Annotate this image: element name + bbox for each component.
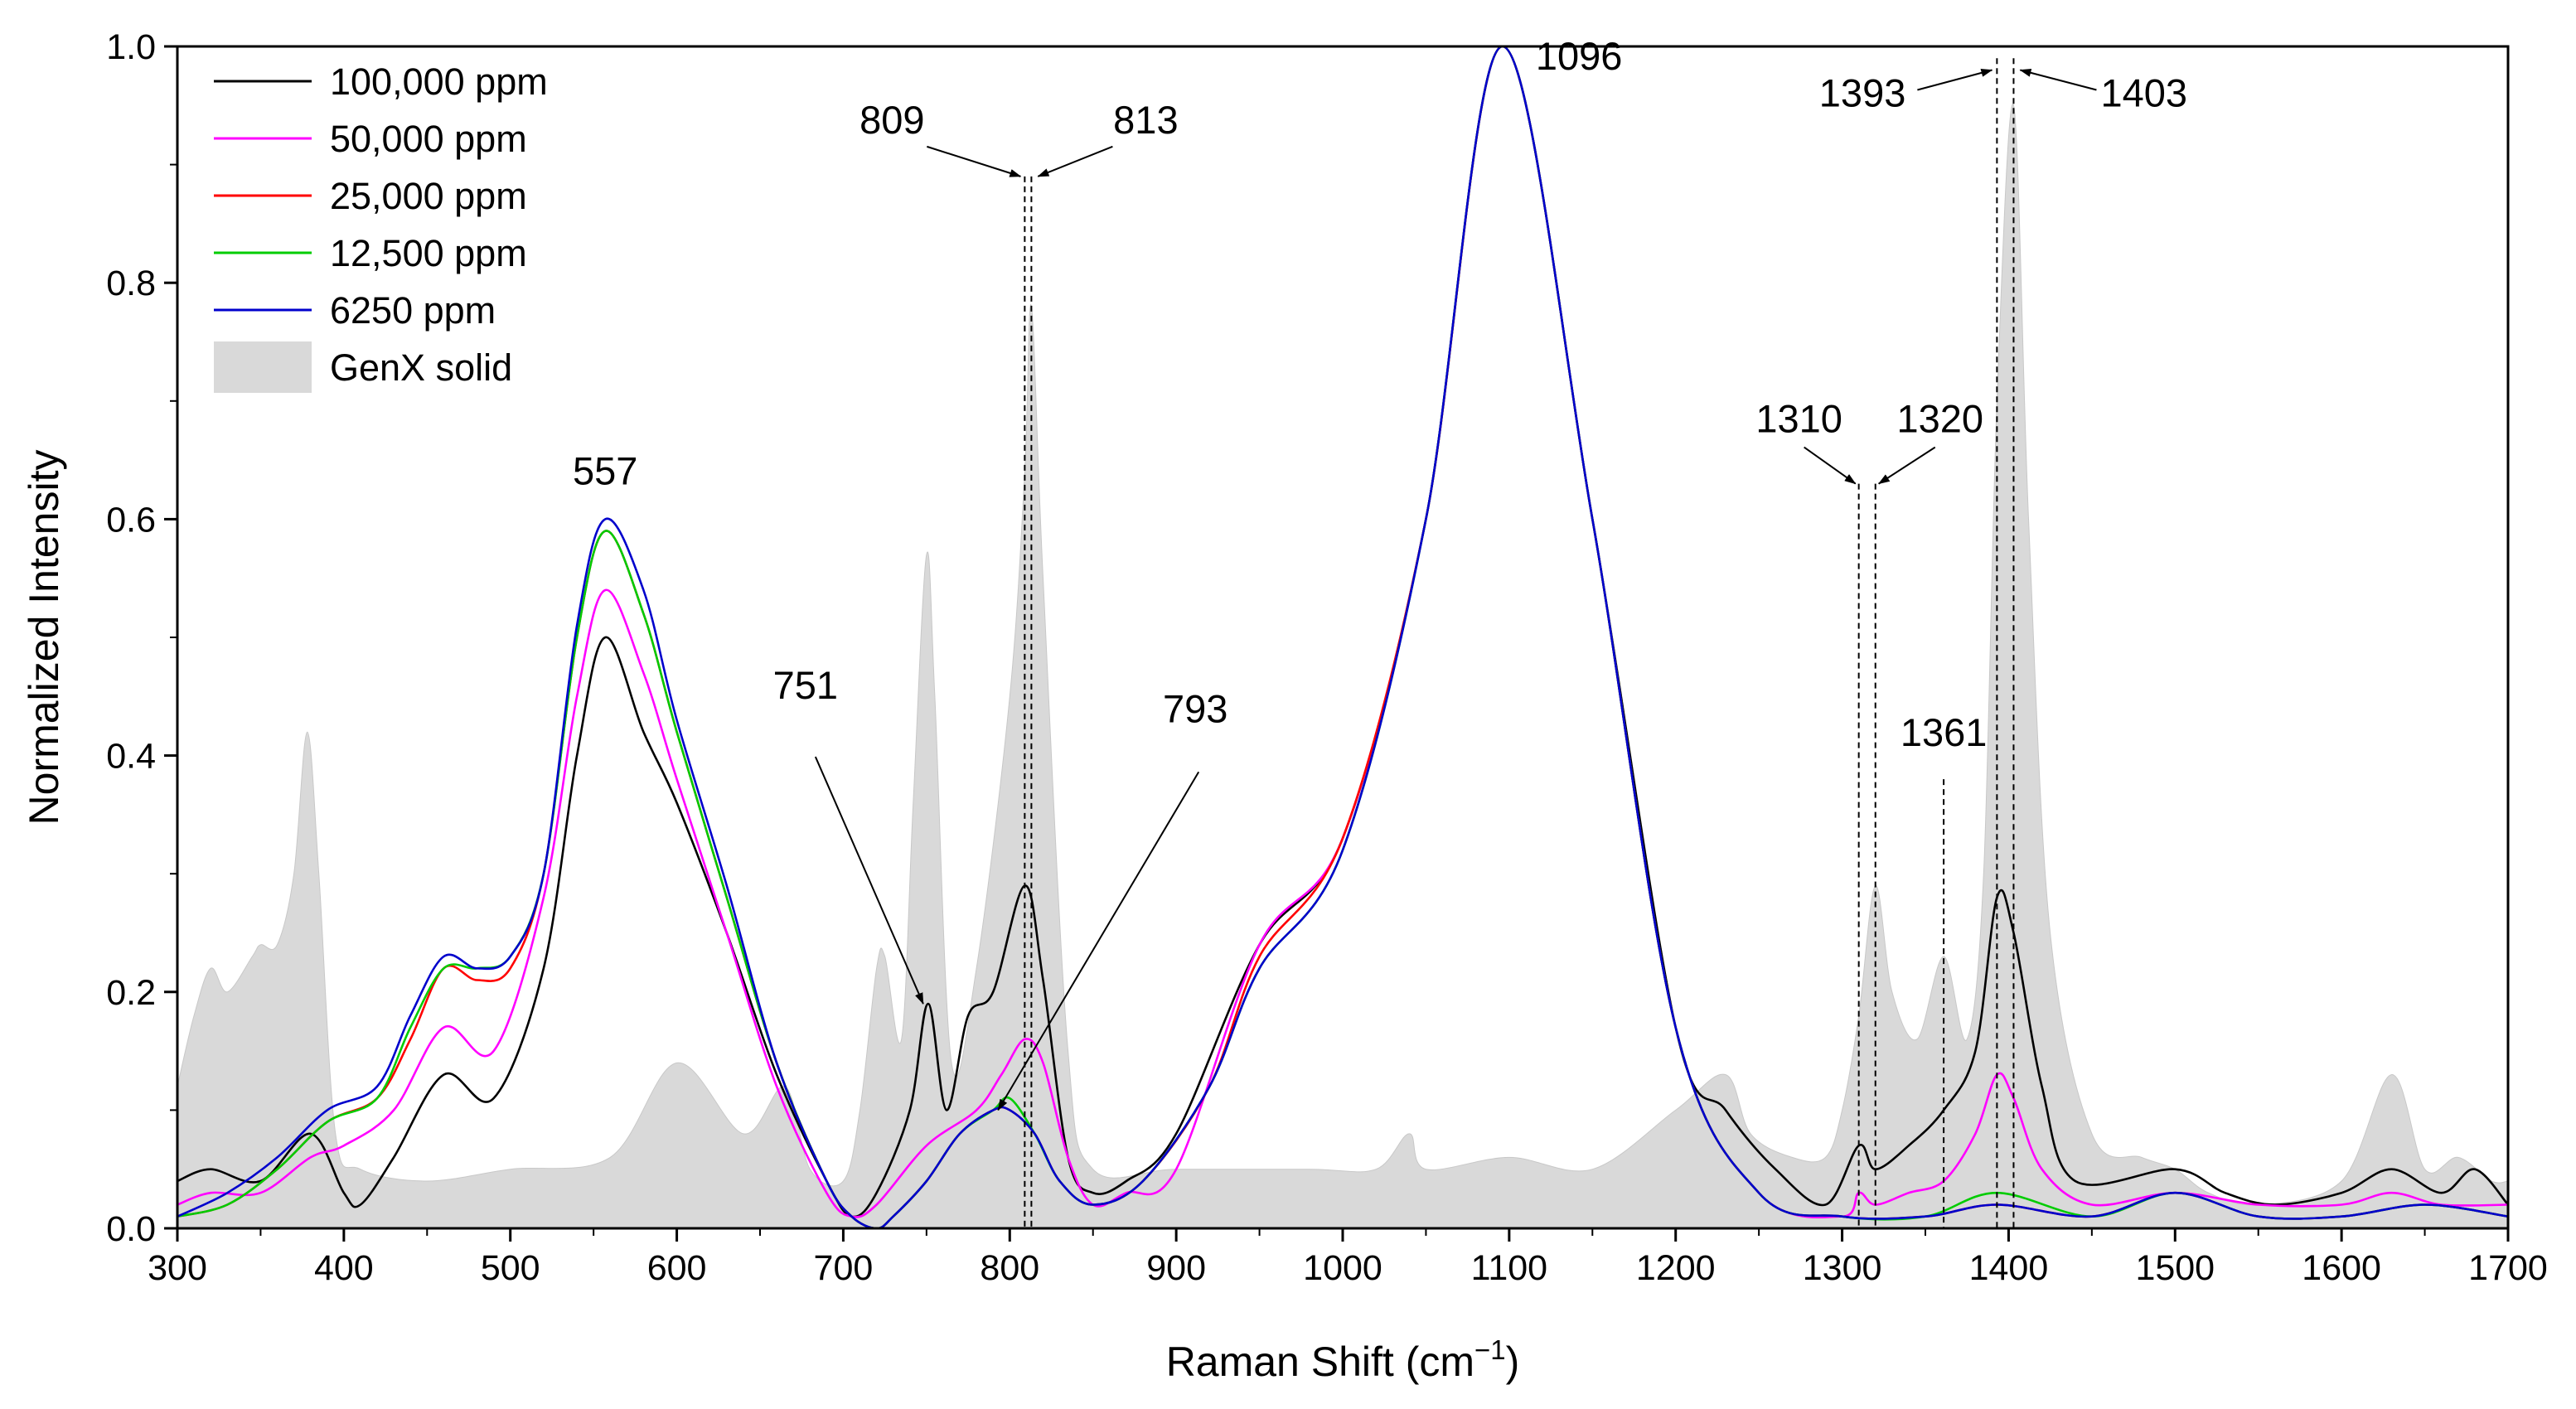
legend: 100,000 ppm 50,000 ppm 25,000 ppm 12,500 pp…	[214, 61, 548, 393]
series-line-3	[177, 46, 2508, 1228]
x-tick-label: 1100	[1471, 1248, 1547, 1288]
legend-label-3: 12,500 ppm	[330, 232, 527, 274]
x-tick-label: 700	[814, 1248, 874, 1288]
annotation-813: 813	[1113, 98, 1178, 142]
y-tick-label: 0.6	[106, 500, 156, 540]
annotation-arrow-1403	[2019, 68, 2097, 91]
annotation-arrow-809	[927, 145, 1022, 177]
x-tick-label: 500	[481, 1248, 540, 1288]
series-line-0	[177, 46, 2508, 1218]
x-tick-label: 400	[314, 1248, 374, 1288]
x-axis-title-main: Raman Shift (cm	[1166, 1339, 1474, 1385]
annotation-arrows	[814, 68, 2097, 1111]
y-tick-label: 0.0	[106, 1209, 156, 1249]
annotation-arrow-813	[1037, 145, 1113, 177]
x-axis-title-superscript: −1	[1474, 1334, 1506, 1365]
x-tick-label: 1400	[1969, 1248, 2049, 1288]
annotation-1403: 1403	[2100, 71, 2187, 115]
annotation-arrow-793	[997, 771, 1200, 1111]
annotation-1310: 1310	[1755, 397, 1842, 441]
legend-label-2: 25,000 ppm	[330, 175, 527, 217]
y-tick-label: 0.2	[106, 973, 156, 1013]
legend-label-genx: GenX solid	[330, 346, 512, 389]
x-axis-title-close: )	[1506, 1339, 1520, 1385]
y-axis-title: Normalized Intensity	[21, 450, 67, 826]
annotation-793: 793	[1163, 686, 1227, 730]
legend-label-0: 100,000 ppm	[330, 61, 548, 103]
annotation-809: 809	[859, 98, 924, 142]
annotation-1361: 1361	[1901, 710, 1988, 754]
x-tick-label: 1300	[1803, 1248, 1882, 1288]
x-tick-label: 1500	[2135, 1248, 2215, 1288]
y-tick-label: 1.0	[106, 27, 156, 67]
annotation-arrow-751	[814, 756, 924, 1005]
annotation-labels: 557 1096 809 813 751 793 1310 1320 1361 1393 1403	[573, 34, 2187, 754]
genx-solid-spectrum	[177, 104, 2508, 1228]
x-tick-label: 900	[1146, 1248, 1206, 1288]
x-axis-title: Raman Shift (cm−1)	[1166, 1334, 1520, 1385]
x-tick-label: 1200	[1636, 1248, 1716, 1288]
x-tick-label: 1000	[1303, 1248, 1382, 1288]
annotation-1096: 1096	[1536, 34, 1623, 78]
legend-label-4: 6250 ppm	[330, 289, 496, 332]
legend-swatch-genx	[214, 341, 312, 393]
x-tick-label: 1600	[2302, 1248, 2381, 1288]
annotation-arrow-1320	[1877, 446, 1936, 485]
annotation-557: 557	[573, 448, 637, 492]
genx-solid-area	[177, 104, 2508, 1228]
x-axis-ticks: 300 400 500 600 700 800 900 1000 1100 1200 1300 140…	[148, 1228, 2548, 1288]
x-tick-label: 300	[148, 1248, 207, 1288]
x-tick-label: 800	[980, 1248, 1039, 1288]
series-line-4	[177, 46, 2508, 1228]
annotation-arrow-1393	[1917, 69, 1993, 91]
series-layer	[177, 46, 2508, 1228]
annotation-751: 751	[773, 663, 838, 707]
y-axis-ticks: 0.0 0.2 0.4 0.6 0.8 1.0	[106, 27, 177, 1249]
series-line-1	[177, 46, 2508, 1219]
y-tick-label: 0.8	[106, 264, 156, 303]
legend-label-1: 50,000 ppm	[330, 118, 527, 160]
annotation-1320: 1320	[1896, 397, 1983, 441]
plot-frame	[176, 45, 2510, 1230]
annotation-1393: 1393	[1819, 71, 1906, 115]
series-line-2	[177, 46, 2508, 1228]
annotation-arrow-1310	[1804, 446, 1857, 485]
x-tick-label: 1700	[2468, 1248, 2548, 1288]
y-tick-label: 0.4	[106, 737, 156, 777]
x-tick-label: 600	[647, 1248, 707, 1288]
